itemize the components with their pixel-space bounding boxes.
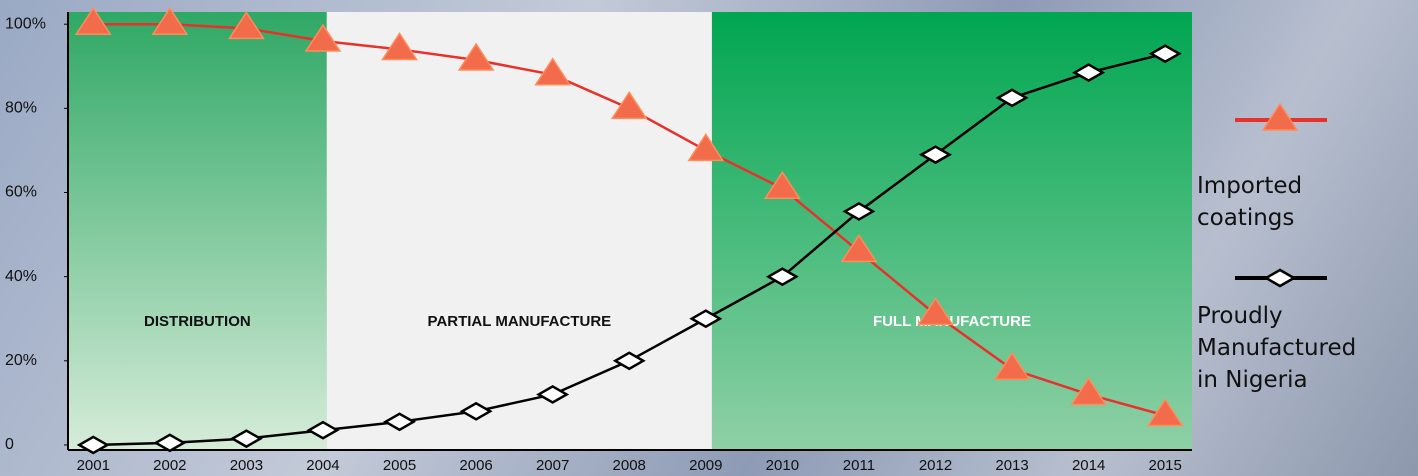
x-tick-label: 2011	[843, 457, 875, 474]
x-tick-label: 2007	[536, 457, 569, 474]
y-tick-label: 0	[5, 436, 14, 453]
x-tick-label: 2004	[306, 457, 339, 474]
y-tick-label: 40%	[5, 268, 37, 285]
x-tick-label: 2015	[1149, 457, 1182, 474]
page: DISTRIBUTIONPARTIAL MANUFACTUREFULL MANU…	[0, 0, 1418, 476]
x-tick-label: 2006	[459, 457, 492, 474]
x-tick-label: 2008	[613, 457, 646, 474]
x-tick-label: 2013	[995, 457, 1028, 474]
y-tick-label: 100%	[5, 15, 46, 32]
legend-label: Proudly Manufactured in Nigeria	[1197, 300, 1372, 396]
region	[712, 12, 1192, 450]
y-tick-label: 60%	[5, 184, 37, 201]
x-tick-label: 2003	[230, 457, 263, 474]
region	[68, 12, 327, 450]
x-tick-label: 2005	[383, 457, 416, 474]
chart: DISTRIBUTIONPARTIAL MANUFACTUREFULL MANU…	[0, 0, 1418, 476]
x-tick-label: 2014	[1072, 457, 1105, 474]
x-tick-label: 2002	[153, 457, 186, 474]
y-tick-label: 20%	[5, 352, 37, 369]
region-label: PARTIAL MANUFACTURE	[428, 313, 612, 330]
legend-marker	[1263, 104, 1297, 130]
x-tick-label: 2012	[919, 457, 952, 474]
x-tick-label: 2010	[766, 457, 799, 474]
legend-marker	[1266, 270, 1294, 286]
x-tick-label: 2009	[689, 457, 722, 474]
x-tick-label: 2001	[77, 457, 110, 474]
region-label: DISTRIBUTION	[144, 313, 251, 330]
legend-label: Imported coatings	[1197, 170, 1372, 234]
y-tick-label: 80%	[5, 100, 37, 117]
region	[327, 12, 712, 450]
